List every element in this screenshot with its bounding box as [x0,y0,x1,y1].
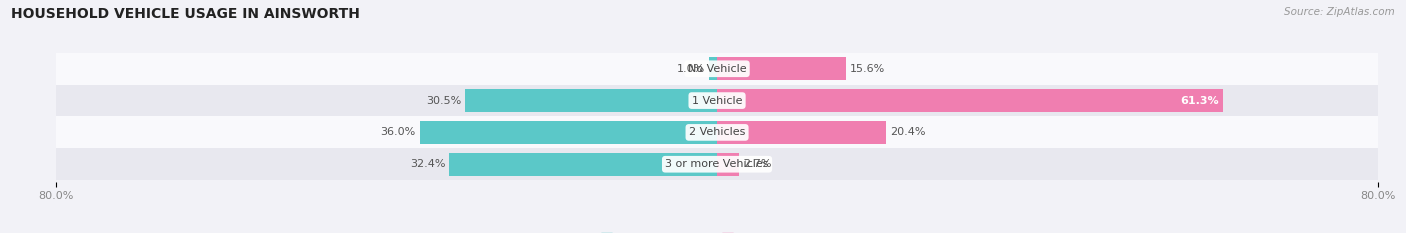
Bar [717,153,740,176]
Bar [56,116,1378,148]
Bar [717,57,846,80]
Text: 1 Vehicle: 1 Vehicle [692,96,742,106]
Bar [709,57,717,80]
Text: 32.4%: 32.4% [409,159,446,169]
Legend: Owner-occupied, Renter-occupied: Owner-occupied, Renter-occupied [596,229,838,233]
Bar [465,89,717,112]
Bar [717,89,1223,112]
Text: 20.4%: 20.4% [890,127,925,137]
Bar [56,85,1378,116]
Bar [419,121,717,144]
Bar [450,153,717,176]
Text: Source: ZipAtlas.com: Source: ZipAtlas.com [1284,7,1395,17]
Text: 36.0%: 36.0% [380,127,416,137]
Text: 15.6%: 15.6% [851,64,886,74]
Bar [56,148,1378,180]
Text: 30.5%: 30.5% [426,96,461,106]
Text: HOUSEHOLD VEHICLE USAGE IN AINSWORTH: HOUSEHOLD VEHICLE USAGE IN AINSWORTH [11,7,360,21]
Bar [56,53,1378,85]
Text: 3 or more Vehicles: 3 or more Vehicles [665,159,769,169]
Text: No Vehicle: No Vehicle [688,64,747,74]
Text: 1.0%: 1.0% [676,64,704,74]
Text: 61.3%: 61.3% [1181,96,1219,106]
Text: 2.7%: 2.7% [744,159,772,169]
Bar [717,121,886,144]
Text: 2 Vehicles: 2 Vehicles [689,127,745,137]
